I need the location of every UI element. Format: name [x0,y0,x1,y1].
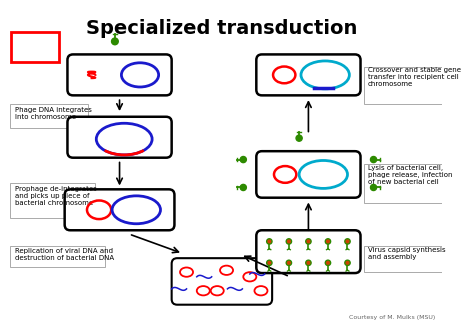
Circle shape [345,239,350,244]
Circle shape [327,262,329,264]
Text: Lysis of bacterial cell,
phage release, infection
of new bacterial cell: Lysis of bacterial cell, phage release, … [368,165,453,185]
FancyBboxPatch shape [11,32,59,62]
Circle shape [240,157,246,163]
Circle shape [306,239,311,244]
Circle shape [288,262,290,264]
Circle shape [307,262,310,264]
Text: Phage DNA integrates
Into chromosome: Phage DNA integrates Into chromosome [15,107,92,120]
Text: Virus capsid synthesis
and assembly: Virus capsid synthesis and assembly [368,247,446,260]
Circle shape [286,260,292,266]
Circle shape [371,157,377,163]
Circle shape [111,38,118,45]
Circle shape [346,240,349,243]
FancyBboxPatch shape [256,230,361,273]
FancyBboxPatch shape [64,189,174,230]
FancyBboxPatch shape [256,54,361,96]
FancyBboxPatch shape [10,246,105,267]
Text: Replication of viral DNA and
destruction of bacterial DNA: Replication of viral DNA and destruction… [15,248,114,261]
Circle shape [268,240,271,243]
Circle shape [346,262,349,264]
Circle shape [268,262,271,264]
Text: Specialized transduction: Specialized transduction [86,19,357,38]
FancyBboxPatch shape [364,246,442,272]
FancyBboxPatch shape [172,258,272,305]
Circle shape [288,240,290,243]
Circle shape [371,184,377,190]
Circle shape [296,135,302,141]
Text: Crossover and stable gene
transfer into recipient cell
chromosome: Crossover and stable gene transfer into … [368,67,461,88]
Circle shape [325,239,331,244]
FancyBboxPatch shape [10,183,95,218]
Circle shape [327,240,329,243]
Circle shape [267,239,272,244]
Circle shape [240,184,246,190]
Circle shape [267,260,272,266]
FancyBboxPatch shape [364,164,450,203]
Circle shape [325,260,331,266]
FancyBboxPatch shape [364,66,452,104]
Text: Courtesy of M. Mulks (MSU): Courtesy of M. Mulks (MSU) [349,315,435,320]
FancyBboxPatch shape [10,104,88,128]
Circle shape [286,239,292,244]
Circle shape [306,260,311,266]
FancyBboxPatch shape [256,151,361,198]
Circle shape [345,260,350,266]
FancyBboxPatch shape [67,117,172,158]
Circle shape [307,240,310,243]
Text: Prophage de-integrates
and picks up piece of
bacterial chromosome: Prophage de-integrates and picks up piec… [15,186,97,206]
FancyBboxPatch shape [67,54,172,96]
